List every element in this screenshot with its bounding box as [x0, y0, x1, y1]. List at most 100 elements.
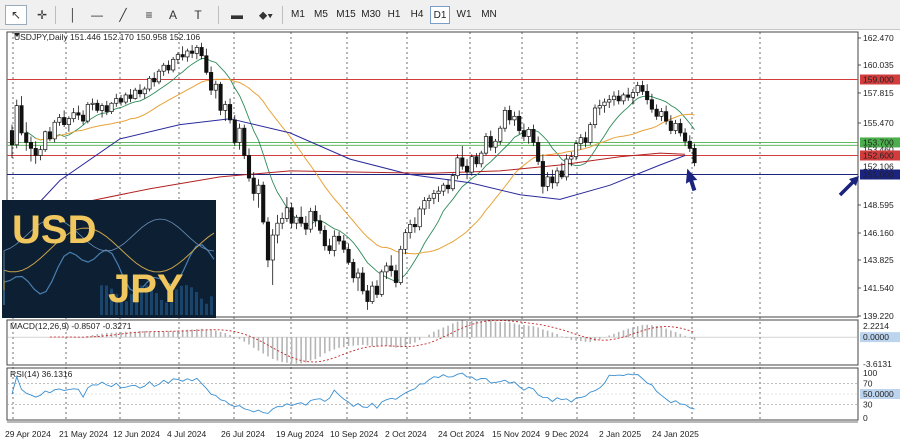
- candle: [611, 91, 617, 106]
- fibonacci-icon[interactable]: ≡: [145, 8, 153, 22]
- candle: [284, 197, 289, 222]
- time-tick-label: 29 Apr 2024: [5, 429, 51, 439]
- timeframe-mn[interactable]: MN: [481, 9, 497, 20]
- candle: [218, 81, 223, 116]
- candle: [536, 136, 541, 165]
- price-tick-label: 141.540: [863, 283, 894, 293]
- price-candles: [9, 42, 697, 310]
- vertical-line-icon[interactable]: │: [69, 8, 77, 22]
- candle: [654, 104, 659, 120]
- logo-bar: [170, 295, 173, 315]
- candle: [180, 46, 185, 61]
- candle: [275, 214, 280, 244]
- candle: [24, 122, 29, 151]
- rsi-mid-tag: [860, 389, 900, 399]
- time-tick-label: 12 Jun 2024: [113, 429, 160, 439]
- candle: [616, 90, 621, 105]
- candle: [242, 124, 247, 160]
- candle: [626, 87, 631, 101]
- level-tag-text: 159.000: [863, 75, 894, 85]
- candle: [493, 138, 498, 154]
- usdjpy-logo: USD JPY: [2, 200, 216, 318]
- price-tick-label: 162.470: [863, 33, 894, 43]
- candle: [403, 229, 408, 255]
- logo-bar: [140, 285, 143, 315]
- logo-bar: [155, 293, 158, 315]
- candle: [128, 89, 133, 103]
- price-tick-label: 139.220: [863, 311, 894, 321]
- price-tick-label: 146.160: [863, 228, 894, 238]
- candle: [289, 203, 294, 228]
- candle: [109, 102, 114, 114]
- time-tick-label: 24 Oct 2024: [438, 429, 485, 439]
- crosshair-icon[interactable]: ✛: [36, 8, 48, 22]
- level-tag-text: 152.600: [863, 151, 894, 161]
- timeframe-w1[interactable]: W1: [456, 9, 472, 20]
- timeframe-m15[interactable]: M15: [336, 9, 356, 20]
- candle: [327, 238, 332, 255]
- timeframe-h4[interactable]: H4: [410, 9, 424, 20]
- macd-signal-line: [49, 319, 695, 363]
- logo-bar: [205, 303, 208, 315]
- candle: [232, 115, 237, 146]
- candle: [147, 75, 152, 92]
- candle: [341, 235, 346, 253]
- level-tag-text: 153.460: [863, 144, 894, 154]
- candle: [398, 245, 403, 285]
- candle: [227, 98, 233, 124]
- candle: [370, 281, 375, 304]
- level-tag-152.600: [860, 150, 900, 161]
- candle: [43, 130, 48, 152]
- time-axis: 29 Apr 2024 21 May 2024 12 Jun 2024 4 Jul 2…: [5, 421, 858, 439]
- logo-bar: [165, 302, 168, 315]
- logo-bar: [125, 301, 128, 315]
- timeframe-d1[interactable]: D1: [430, 6, 450, 24]
- candle: [71, 108, 76, 123]
- candle: [531, 124, 536, 146]
- logo-bar: [185, 285, 188, 315]
- candle: [213, 80, 218, 99]
- shapes-dropdown-icon[interactable]: ⬥▾: [258, 7, 274, 22]
- logo-decoration: [3, 218, 215, 315]
- timeframe-m30[interactable]: M30: [361, 9, 381, 20]
- rectangle-icon[interactable]: ▬: [231, 8, 243, 22]
- trendline-icon[interactable]: ╱: [119, 8, 127, 22]
- macd-tick-label: 0.0000: [863, 332, 889, 342]
- candle: [578, 134, 583, 150]
- logo-wave: [3, 218, 215, 280]
- timeframe-m5[interactable]: M5: [314, 9, 328, 20]
- logo-bar: [190, 287, 193, 315]
- candle: [640, 80, 645, 95]
- candle: [427, 194, 432, 209]
- candle: [14, 99, 19, 149]
- candle: [265, 217, 271, 268]
- candle: [28, 136, 34, 162]
- cursor-icon[interactable]: ↖: [5, 5, 27, 25]
- time-tick-label: 26 Jul 2024: [221, 429, 265, 439]
- candle: [659, 108, 664, 122]
- candle: [66, 116, 71, 132]
- text-label-icon[interactable]: T: [194, 8, 202, 22]
- logo-bar: [115, 294, 118, 315]
- candle: [664, 105, 669, 125]
- candle: [379, 269, 384, 297]
- logo-bar: [175, 289, 178, 315]
- candle: [19, 96, 24, 136]
- candle: [185, 48, 190, 62]
- candle: [118, 94, 124, 106]
- candle: [550, 169, 555, 189]
- chart-title: USDJPY,Daily 151.446 152.170 150.958 152…: [14, 32, 200, 42]
- candle: [100, 103, 105, 118]
- timeframe-h1[interactable]: H1: [387, 9, 401, 20]
- text-tool-icon[interactable]: A: [168, 8, 177, 22]
- candle: [33, 141, 38, 164]
- horizontal-line-icon[interactable]: —: [91, 8, 103, 22]
- candle: [76, 105, 81, 120]
- candle: [630, 89, 635, 105]
- chart-area[interactable]: USD JPY 162.470 160.035 157.815 155.470 148.…: [0, 30, 900, 445]
- candle: [597, 99, 602, 116]
- logo-bar: [100, 285, 103, 315]
- timeframe-m1[interactable]: M1: [291, 9, 305, 20]
- candle: [360, 267, 365, 295]
